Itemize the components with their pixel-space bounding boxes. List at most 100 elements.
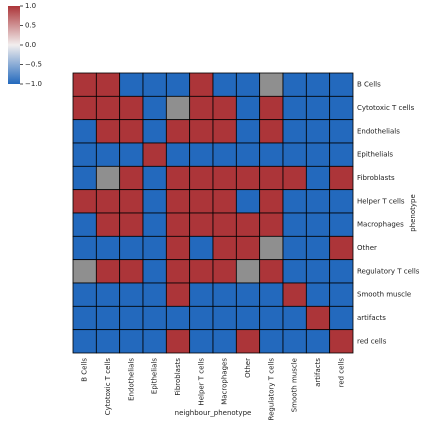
column-label: Macrophages (221, 358, 229, 405)
heatmap-cell (165, 282, 191, 307)
column-label: Cytotoxic T cells (104, 358, 112, 416)
heatmap-cell (259, 212, 284, 237)
heatmap-cell (305, 189, 331, 214)
heatmap-cell (72, 259, 97, 284)
heatmap-cell (329, 165, 354, 191)
heatmap-cell (305, 212, 331, 237)
heatmap-cell (282, 282, 307, 307)
heatmap-cell (189, 305, 214, 331)
heatmap-cell (329, 119, 354, 144)
heatmap-cell (235, 305, 261, 331)
heatmap-cell (95, 189, 121, 214)
heatmap-cell (95, 142, 121, 167)
column-label: Epithelials (151, 358, 159, 394)
heatmap-cell (329, 189, 354, 214)
heatmap-cell (329, 72, 354, 97)
heatmap-cell (189, 95, 214, 121)
heatmap-cell (189, 282, 214, 307)
heatmap-cell (235, 282, 261, 307)
heatmap-cell (212, 119, 237, 144)
heatmap-cell (305, 235, 331, 261)
heatmap-cell (212, 305, 237, 331)
heatmap-cell (142, 235, 167, 261)
colorbar (8, 6, 20, 84)
heatmap-cell (235, 235, 261, 261)
colorbar-tick-label: 1.0 (25, 2, 36, 10)
row-label: Endothelials (357, 127, 400, 135)
heatmap-cell (212, 142, 237, 167)
y-axis-label: phenotype (409, 194, 417, 232)
column-label: Endothelials (127, 358, 135, 401)
heatmap-cell (119, 95, 144, 121)
heatmap-cell (305, 282, 331, 307)
heatmap-cell (329, 259, 354, 284)
heatmap-cell (142, 165, 167, 191)
heatmap-cell (189, 329, 214, 354)
heatmap-cell (259, 95, 284, 121)
heatmap-cell (72, 165, 97, 191)
heatmap-cell (142, 95, 167, 121)
heatmap-cell (282, 189, 307, 214)
heatmap-cell (119, 142, 144, 167)
heatmap-cell (72, 189, 97, 214)
row-label: artifacts (357, 314, 386, 322)
row-label: Epithelials (357, 151, 393, 159)
heatmap-cell (142, 305, 167, 331)
row-label: Macrophages (357, 221, 404, 229)
heatmap-cell (259, 142, 284, 167)
heatmap-cell (329, 212, 354, 237)
heatmap-cell (142, 282, 167, 307)
row-label: Helper T cells (357, 197, 405, 205)
heatmap-cell (305, 95, 331, 121)
heatmap-cell (95, 165, 121, 191)
heatmap-cell (72, 95, 97, 121)
column-label: red cells (337, 358, 345, 388)
heatmap-cell (235, 212, 261, 237)
heatmap-cell (119, 212, 144, 237)
heatmap-cell (95, 305, 121, 331)
heatmap-cell (329, 235, 354, 261)
heatmap-cell (142, 212, 167, 237)
heatmap-cell (95, 212, 121, 237)
heatmap-cell (329, 95, 354, 121)
heatmap-cell (259, 235, 284, 261)
heatmap-cell (282, 119, 307, 144)
heatmap-cell (95, 95, 121, 121)
heatmap-cell (212, 95, 237, 121)
heatmap-cell (95, 119, 121, 144)
heatmap-cell (72, 142, 97, 167)
heatmap-cell (282, 142, 307, 167)
row-label: Fibroblasts (357, 174, 395, 182)
heatmap-cell (72, 212, 97, 237)
colorbar-tick-label: −0.5 (25, 61, 42, 69)
heatmap-cell (119, 189, 144, 214)
row-label: B Cells (357, 81, 381, 89)
heatmap-cell (72, 282, 97, 307)
heatmap-cell (235, 95, 261, 121)
heatmap-cell (72, 235, 97, 261)
heatmap-cell (259, 282, 284, 307)
heatmap-cell (189, 119, 214, 144)
heatmap-cell (142, 119, 167, 144)
heatmap-cell (282, 212, 307, 237)
heatmap-cell (329, 282, 354, 307)
column-label: B Cells (81, 358, 89, 382)
heatmap-cell (165, 212, 191, 237)
heatmap-cell (165, 165, 191, 191)
row-label: Smooth muscle (357, 291, 411, 299)
heatmap-cell (189, 212, 214, 237)
heatmap-cell (305, 259, 331, 284)
heatmap-cell (259, 305, 284, 331)
heatmap-cell (165, 142, 191, 167)
column-label: Regulatory T cells (267, 358, 275, 421)
colorbar-tick-label: 0.5 (25, 22, 36, 30)
heatmap-cell (95, 329, 121, 354)
heatmap-cell (282, 305, 307, 331)
heatmap-cell (235, 142, 261, 167)
colorbar-tick-label: 0.0 (25, 41, 36, 49)
heatmap-cell (305, 305, 331, 331)
heatmap-cell (165, 189, 191, 214)
heatmap-cell (119, 72, 144, 97)
row-label: Other (357, 244, 377, 252)
heatmap-cell (235, 259, 261, 284)
